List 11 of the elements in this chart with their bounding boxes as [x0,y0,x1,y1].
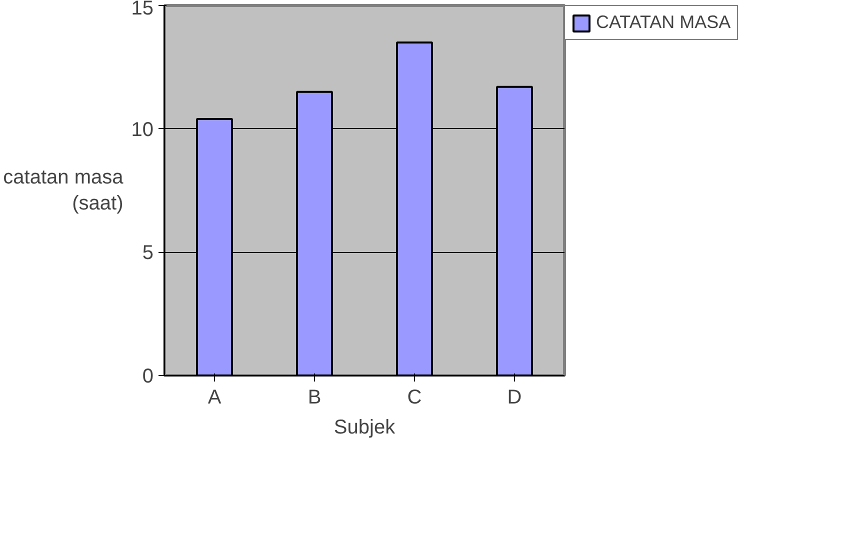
y-tick-label: 10 [131,118,154,141]
x-tick-label: A [208,386,222,408]
x-tick-label: D [507,386,522,408]
legend-label: CATATAN MASA [596,12,731,33]
y-tick-label: 15 [131,0,154,20]
y-axis-title: catatan masa (saat) [3,166,124,215]
y-tick-label: 5 [142,242,154,264]
x-tick-label: C [407,386,422,408]
x-axis-title: Subjek [334,416,396,438]
y-tick-label: 0 [142,366,154,388]
x-tick-label: B [308,386,322,408]
